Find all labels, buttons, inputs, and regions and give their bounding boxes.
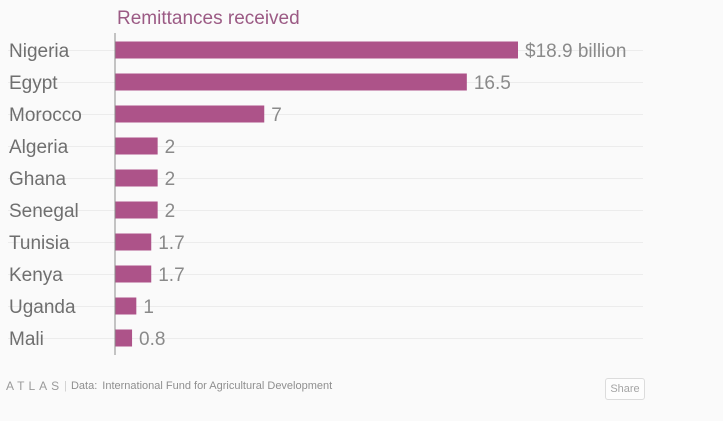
value-label-kenya: 1.7 <box>158 265 184 286</box>
category-label-nigeria: Nigeria <box>9 41 70 62</box>
bar-tunisia[interactable] <box>115 233 152 251</box>
chart-title: Remittances received <box>117 8 300 29</box>
value-label-uganda: 1 <box>143 297 154 318</box>
value-label-nigeria: $18.9 billion <box>525 41 626 62</box>
value-label-senegal: 2 <box>165 201 176 222</box>
bar-ghana[interactable] <box>115 169 158 187</box>
category-label-senegal: Senegal <box>9 201 79 222</box>
category-labels: Nigeria Egypt Morocco Algeria Ghana Senegal Tu… <box>9 41 82 350</box>
share-button[interactable]: Share <box>605 378 645 400</box>
value-label-tunisia: 1.7 <box>158 233 184 254</box>
bar-mali[interactable] <box>115 329 133 347</box>
category-label-uganda: Uganda <box>9 297 76 318</box>
bar-uganda[interactable] <box>115 297 137 315</box>
bar-nigeria[interactable] <box>115 41 518 59</box>
gridlines <box>8 50 643 339</box>
category-label-mali: Mali <box>9 329 44 350</box>
bar-morocco[interactable] <box>115 105 265 123</box>
bars-group <box>115 41 518 347</box>
value-label-morocco: 7 <box>271 105 282 126</box>
bar-kenya[interactable] <box>115 265 152 283</box>
category-label-egypt: Egypt <box>9 73 58 94</box>
category-label-morocco: Morocco <box>9 105 82 126</box>
source-text: International Fund for Agricultural Deve… <box>102 380 333 392</box>
bar-algeria[interactable] <box>115 137 158 155</box>
category-label-algeria: Algeria <box>9 137 69 158</box>
source-label: Data: <box>70 380 98 392</box>
category-label-kenya: Kenya <box>9 265 63 286</box>
bar-senegal[interactable] <box>115 201 158 219</box>
footer-separator: | <box>64 380 67 392</box>
value-label-algeria: 2 <box>165 137 176 158</box>
value-label-ghana: 2 <box>165 169 176 190</box>
category-label-ghana: Ghana <box>9 169 66 190</box>
atlas-logo[interactable]: ATLAS <box>6 379 64 393</box>
value-label-mali: 0.8 <box>139 329 165 350</box>
footer: ATLAS | Data: International Fund for Agr… <box>6 376 332 396</box>
bar-egypt[interactable] <box>115 73 467 91</box>
value-label-egypt: 16.5 <box>474 73 511 94</box>
category-label-tunisia: Tunisia <box>9 233 70 254</box>
